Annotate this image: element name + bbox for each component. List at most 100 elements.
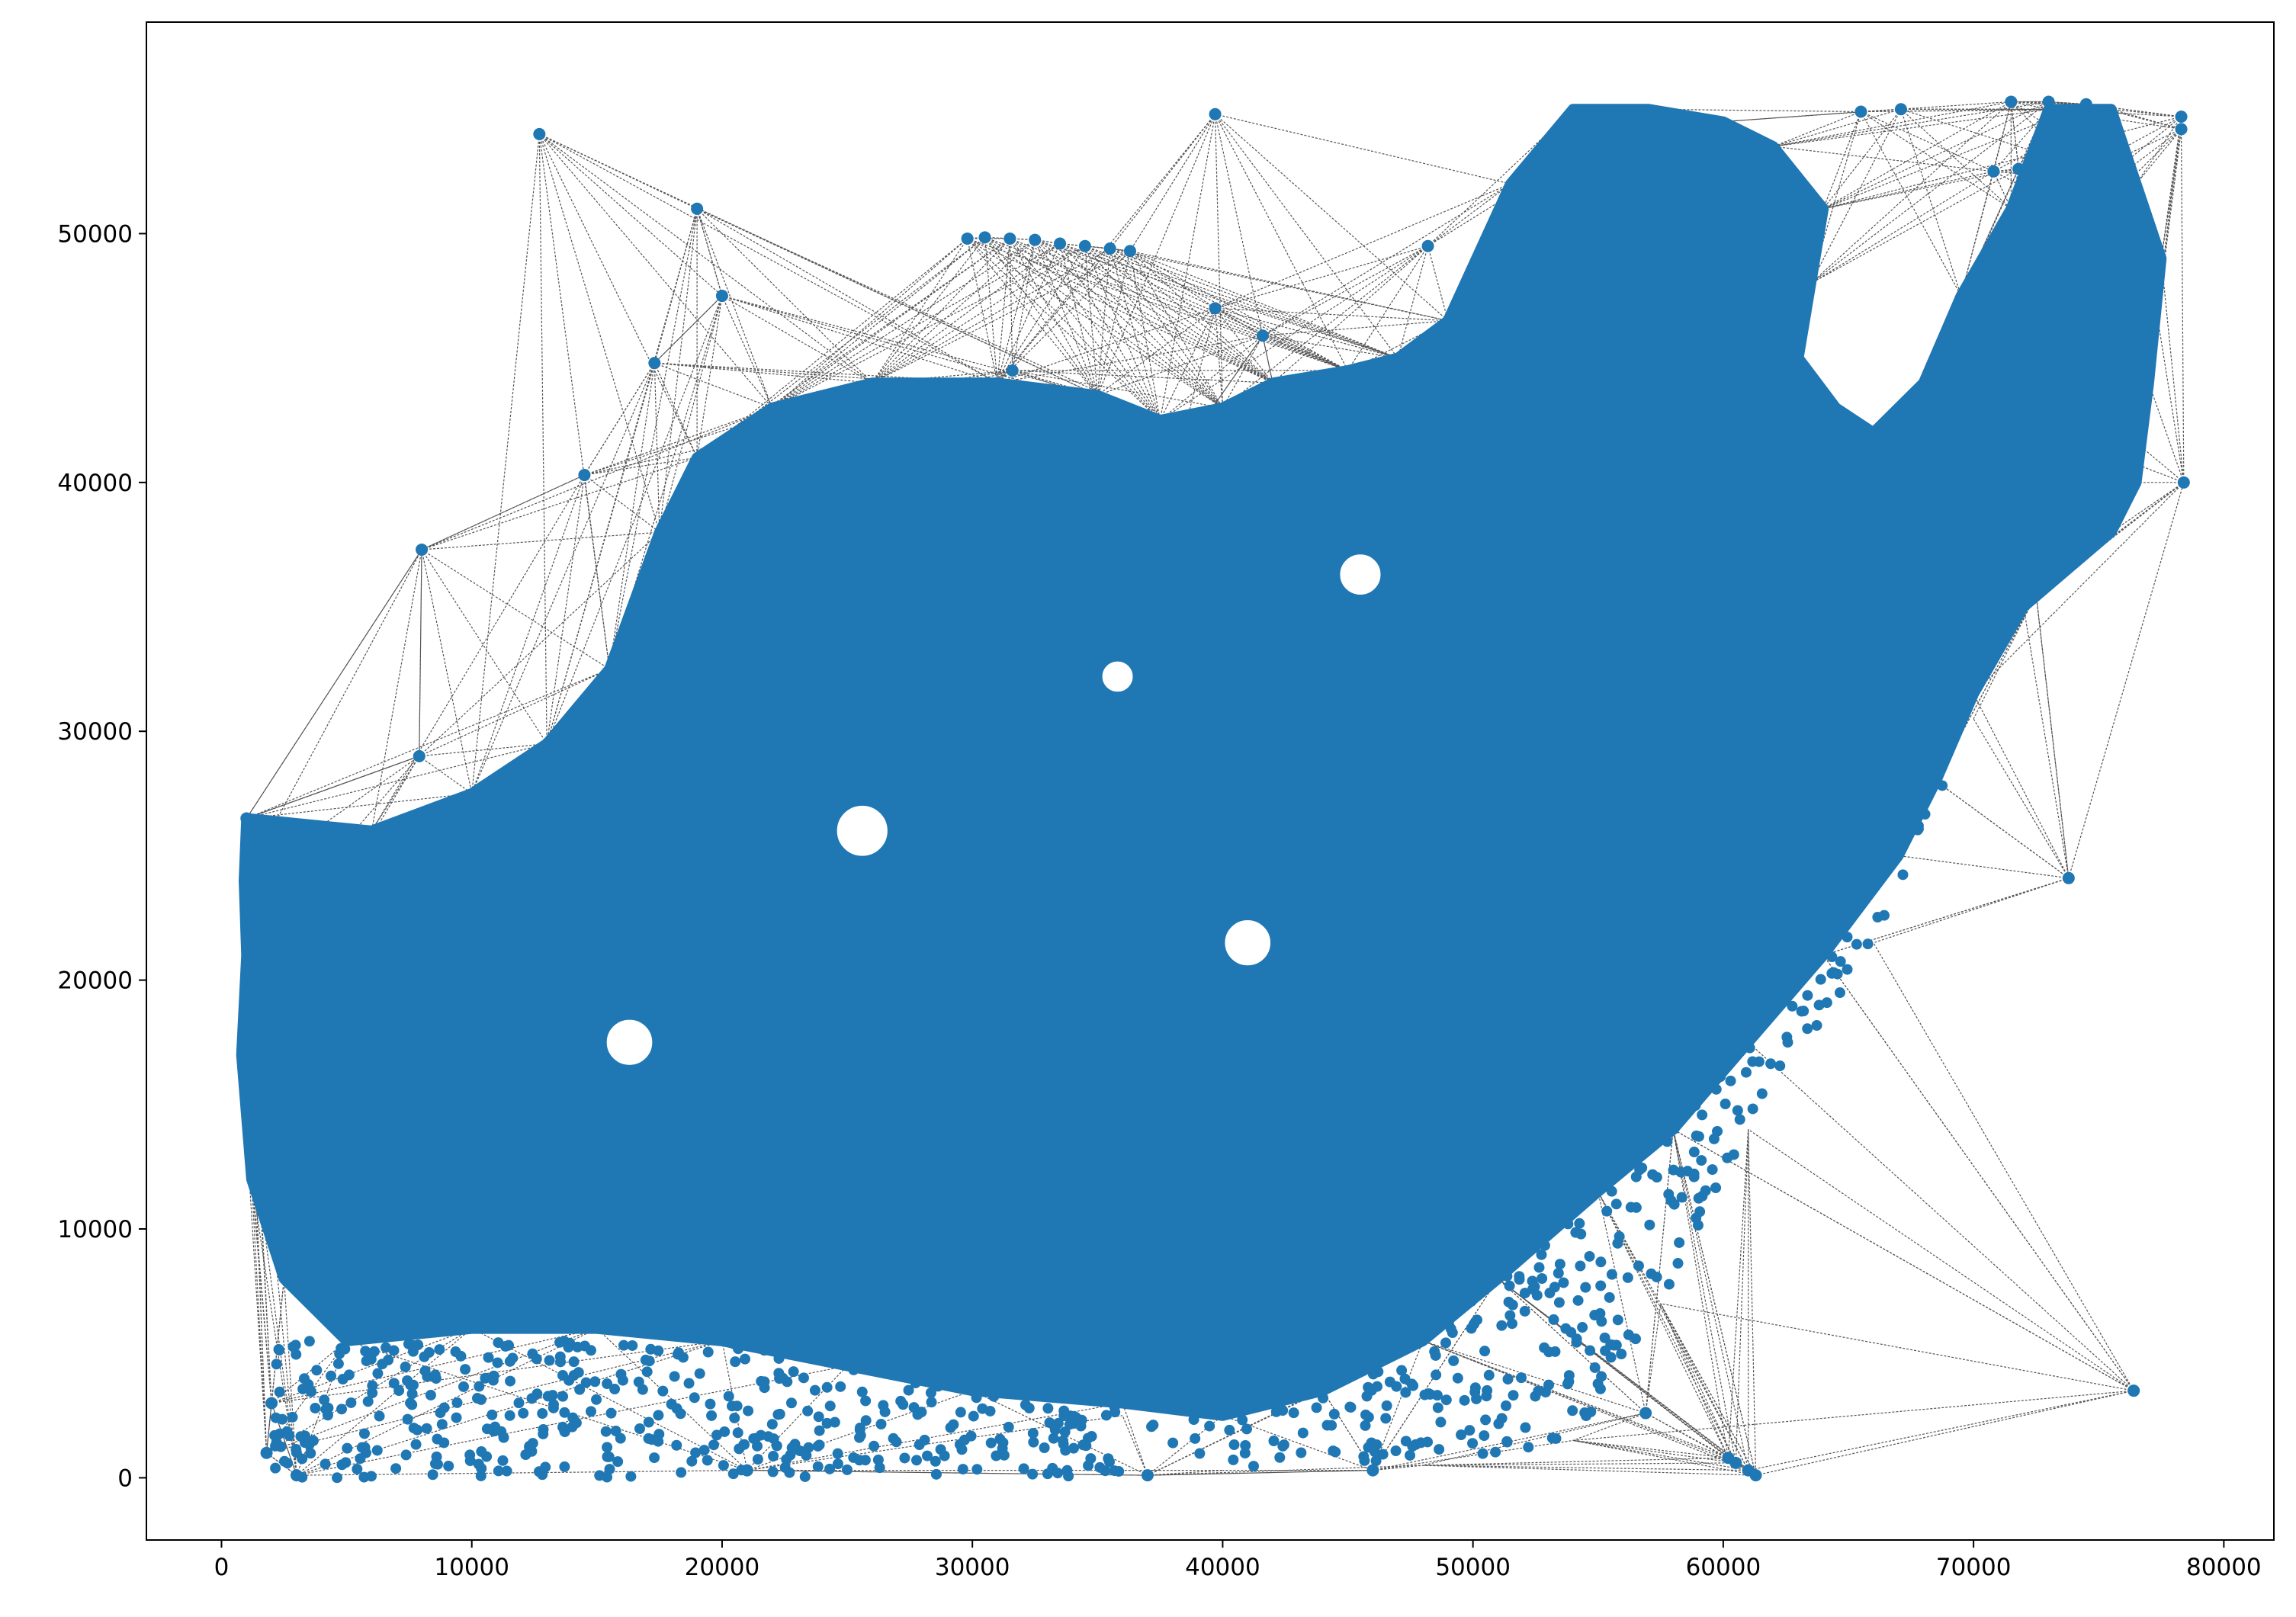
bottom-point-128 <box>372 1368 384 1379</box>
bottom-point-271 <box>518 1407 529 1419</box>
bottom-point-440 <box>274 1345 285 1356</box>
x-tick-label-7: 70000 <box>1936 1554 2012 1581</box>
edge-15-0 <box>997 239 1036 383</box>
x-tick-label-8: 80000 <box>2186 1554 2262 1581</box>
data-point-19 <box>1123 245 1136 258</box>
edge-12-2 <box>967 238 1098 396</box>
edge-18-8 <box>1109 248 1448 322</box>
edge-23-4 <box>1723 108 1901 123</box>
edge-15-6 <box>772 239 1036 409</box>
bottom-point-425 <box>878 1400 889 1411</box>
edge-16-2 <box>1059 243 1161 421</box>
edge-5-0 <box>584 474 660 533</box>
band-point-221 <box>1296 1447 1307 1458</box>
bottom-point-127 <box>686 1455 698 1467</box>
edge-20-6 <box>1012 370 1273 383</box>
hull-edge-29-1 <box>2180 129 2185 483</box>
edge-22-3 <box>1861 111 2012 210</box>
band-point-217 <box>1644 1219 1655 1230</box>
bottom-point-189 <box>568 1356 580 1368</box>
edge-19-4 <box>1129 250 1273 383</box>
hull-edge-43-1 <box>1993 101 2012 172</box>
bottom-point-213 <box>1075 1420 1087 1432</box>
bottom-point-170 <box>708 1439 720 1451</box>
bottom-point-88 <box>835 1381 846 1392</box>
band-point-3 <box>1707 1164 1718 1176</box>
bottom-point-202 <box>738 1439 750 1450</box>
band-point-225 <box>1496 1320 1508 1331</box>
edge-18-5 <box>1109 248 1348 371</box>
band-point-246 <box>1204 1420 1215 1432</box>
hull-edge-11-0 <box>1262 245 1428 336</box>
edge-24-5 <box>1822 101 2012 210</box>
band-point-173 <box>1434 1444 1445 1455</box>
edge-33-7 <box>1727 1129 1749 1458</box>
band-point-161 <box>1380 1413 1392 1424</box>
bottom-point-238 <box>270 1412 281 1423</box>
bottom-point-48 <box>706 1410 718 1421</box>
bottom-point-168 <box>580 1377 592 1388</box>
bottom-point-179 <box>362 1396 374 1407</box>
bottom-point-356 <box>1058 1410 1070 1422</box>
band-point-196 <box>1469 1318 1480 1330</box>
edge-1-1 <box>538 133 698 458</box>
bottom-point-21 <box>602 1378 613 1390</box>
band-point-98 <box>1589 1362 1601 1373</box>
edge-14-0 <box>997 238 1011 383</box>
band-point-104 <box>1554 1259 1565 1270</box>
bottom-point-400 <box>1027 1468 1039 1480</box>
data-point-25 <box>2042 95 2055 108</box>
bottom-point-303 <box>1068 1442 1079 1454</box>
edge-11-2 <box>1397 245 1429 358</box>
edge-8-2 <box>1214 114 1224 408</box>
edge-5-6 <box>471 474 585 794</box>
bottom-point-447 <box>406 1399 418 1410</box>
band-point-65 <box>1567 1405 1578 1416</box>
edge-7-1 <box>371 756 420 832</box>
band-point-44 <box>1504 1310 1516 1321</box>
bottom-point-95 <box>492 1357 503 1368</box>
bottom-point-450 <box>531 1353 542 1365</box>
band-point-202 <box>1241 1423 1252 1435</box>
band-point-84 <box>1504 1280 1515 1291</box>
edge-3-2 <box>653 363 660 533</box>
edge-23-8 <box>1900 108 2137 184</box>
edge-28-2 <box>2160 129 2182 259</box>
bottom-point-479 <box>821 1381 833 1393</box>
band-point-80 <box>1493 1418 1504 1429</box>
edge-36-1 <box>1660 1303 1757 1476</box>
bottom-point-233 <box>513 1397 525 1409</box>
bottom-point-426 <box>332 1358 344 1369</box>
bottom-point-289 <box>609 1384 621 1395</box>
band-point-286 <box>1592 1378 1604 1390</box>
hull-edge-7-0 <box>246 756 419 820</box>
bottom-point-343 <box>388 1378 400 1389</box>
band-point-288 <box>1798 1006 1810 1017</box>
hull-edge-4-1 <box>653 295 723 364</box>
band-point-292 <box>1548 1314 1559 1325</box>
edge-19-5 <box>1129 250 1348 371</box>
edge-23-6 <box>1900 109 1962 297</box>
bottom-point-337 <box>1049 1424 1061 1436</box>
edge-2-1 <box>696 208 873 383</box>
edge-5-7 <box>371 474 585 832</box>
bottom-point-348 <box>1109 1465 1120 1477</box>
bottom-point-194 <box>405 1379 416 1391</box>
band-point-203 <box>1560 1323 1572 1334</box>
bottom-point-429 <box>788 1366 799 1378</box>
x-tick-label-0: 0 <box>214 1554 230 1581</box>
bottom-point-272 <box>955 1407 966 1418</box>
bottom-point-53 <box>1048 1433 1059 1444</box>
edge-34-0 <box>1572 1439 1736 1464</box>
dense-point-cloud <box>236 104 2167 1421</box>
bottom-point-355 <box>968 1410 979 1422</box>
edge-15-1 <box>1034 239 1098 396</box>
edge-19-1 <box>1129 251 1161 421</box>
bottom-point-460 <box>557 1369 568 1381</box>
edge-8-4 <box>1215 114 1398 358</box>
edge-7-4 <box>419 669 610 757</box>
band-point-209 <box>1612 1314 1623 1326</box>
edge-31-5 <box>1672 1128 2134 1391</box>
bottom-point-431 <box>438 1437 450 1449</box>
bottom-point-437 <box>371 1445 383 1456</box>
